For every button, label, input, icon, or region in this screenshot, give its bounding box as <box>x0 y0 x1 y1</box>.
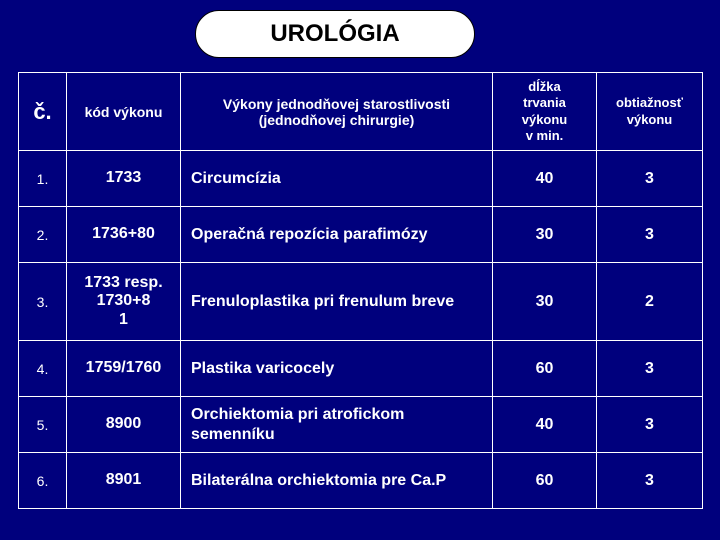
cell-code: 1759/1760 <box>67 341 181 397</box>
procedures-table: č. kód výkonu Výkony jednodňovej starost… <box>18 72 703 509</box>
cell-description-text: Bilaterálna orchiektomia pre Ca.P <box>191 472 446 489</box>
cell-description-text: Frenuloplastika pri frenulum breve <box>191 293 454 310</box>
cell-number: 1. <box>19 151 67 207</box>
cell-description-text: Plastika varicocely <box>191 360 334 377</box>
col-header-duration-label: dĺžka trvania výkonu v min. <box>522 79 568 143</box>
cell-number-text: 4. <box>37 361 49 377</box>
cell-duration: 60 <box>493 453 597 509</box>
cell-duration-text: 60 <box>536 360 554 377</box>
cell-duration: 40 <box>493 397 597 453</box>
cell-code: 8900 <box>67 397 181 453</box>
cell-difficulty: 2 <box>597 263 703 341</box>
cell-difficulty-text: 3 <box>645 472 654 489</box>
table-row: 2. 1736+80 Operačná repozícia parafimózy 30… <box>19 207 703 263</box>
cell-number: 6. <box>19 453 67 509</box>
cell-duration-text: 60 <box>536 472 554 489</box>
cell-difficulty-text: 3 <box>645 170 654 187</box>
cell-code: 8901 <box>67 453 181 509</box>
cell-code-text: 1759/1760 <box>86 359 162 376</box>
col-header-description-label: Výkony jednodňovej starostlivosti (jedno… <box>223 96 450 128</box>
cell-duration-text: 40 <box>536 416 554 433</box>
cell-difficulty: 3 <box>597 453 703 509</box>
table-header-row: č. kód výkonu Výkony jednodňovej starost… <box>19 73 703 151</box>
cell-difficulty-text: 3 <box>645 360 654 377</box>
cell-number: 4. <box>19 341 67 397</box>
cell-number-text: 2. <box>37 227 49 243</box>
cell-difficulty: 3 <box>597 151 703 207</box>
page-title: UROLÓGIA <box>270 20 399 48</box>
col-header-difficulty: obtiažnosť výkonu <box>597 73 703 151</box>
table-row: 1. 1733 Circumcízia 40 3 <box>19 151 703 207</box>
col-header-number-label: č. <box>33 99 51 124</box>
cell-duration-text: 30 <box>536 226 554 243</box>
cell-duration: 30 <box>493 263 597 341</box>
cell-duration: 40 <box>493 151 597 207</box>
cell-description-text: Operačná repozícia parafimózy <box>191 226 428 243</box>
cell-description: Operačná repozícia parafimózy <box>181 207 493 263</box>
table-body: 1. 1733 Circumcízia 40 3 2. 1736+80 Operačná re… <box>19 151 703 509</box>
cell-difficulty-text: 3 <box>645 226 654 243</box>
page-title-pill: UROLÓGIA <box>195 10 475 58</box>
cell-number: 2. <box>19 207 67 263</box>
cell-description: Circumcízia <box>181 151 493 207</box>
cell-code-text: 1736+80 <box>92 225 155 242</box>
cell-difficulty-text: 3 <box>645 416 654 433</box>
cell-duration: 30 <box>493 207 597 263</box>
cell-description-text: Orchiektomia pri atrofickom semenníku <box>191 406 404 442</box>
cell-duration-text: 30 <box>536 293 554 310</box>
table-row: 6. 8901 Bilaterálna orchiektomia pre Ca.P 6… <box>19 453 703 509</box>
cell-description: Bilaterálna orchiektomia pre Ca.P <box>181 453 493 509</box>
cell-number-text: 3. <box>37 294 49 310</box>
col-header-description: Výkony jednodňovej starostlivosti (jedno… <box>181 73 493 151</box>
cell-description: Frenuloplastika pri frenulum breve <box>181 263 493 341</box>
cell-difficulty: 3 <box>597 397 703 453</box>
col-header-code-label: kód výkonu <box>85 104 163 120</box>
cell-number-text: 5. <box>37 417 49 433</box>
cell-description-text: Circumcízia <box>191 170 281 187</box>
cell-code-text: 1733 resp. 1730+8 1 <box>84 274 162 328</box>
cell-description: Plastika varicocely <box>181 341 493 397</box>
cell-code: 1733 resp. 1730+8 1 <box>67 263 181 341</box>
col-header-duration: dĺžka trvania výkonu v min. <box>493 73 597 151</box>
col-header-code: kód výkonu <box>67 73 181 151</box>
cell-code: 1736+80 <box>67 207 181 263</box>
cell-number-text: 1. <box>37 171 49 187</box>
cell-difficulty: 3 <box>597 207 703 263</box>
cell-description: Orchiektomia pri atrofickom semenníku <box>181 397 493 453</box>
cell-number-text: 6. <box>37 473 49 489</box>
table-row: 5. 8900 Orchiektomia pri atrofickom semenn… <box>19 397 703 453</box>
cell-number: 3. <box>19 263 67 341</box>
cell-code-text: 1733 <box>106 169 142 186</box>
col-header-difficulty-label: obtiažnosť výkonu <box>616 95 683 126</box>
cell-code: 1733 <box>67 151 181 207</box>
table-container: č. kód výkonu Výkony jednodňovej starost… <box>18 72 702 509</box>
table-row: 4. 1759/1760 Plastika varicocely 60 3 <box>19 341 703 397</box>
cell-code-text: 8901 <box>106 471 142 488</box>
cell-duration: 60 <box>493 341 597 397</box>
table-row: 3. 1733 resp. 1730+8 1 Frenuloplastika pri… <box>19 263 703 341</box>
col-header-number: č. <box>19 73 67 151</box>
cell-code-text: 8900 <box>106 415 142 432</box>
cell-difficulty: 3 <box>597 341 703 397</box>
cell-number: 5. <box>19 397 67 453</box>
cell-difficulty-text: 2 <box>645 293 654 310</box>
cell-duration-text: 40 <box>536 170 554 187</box>
